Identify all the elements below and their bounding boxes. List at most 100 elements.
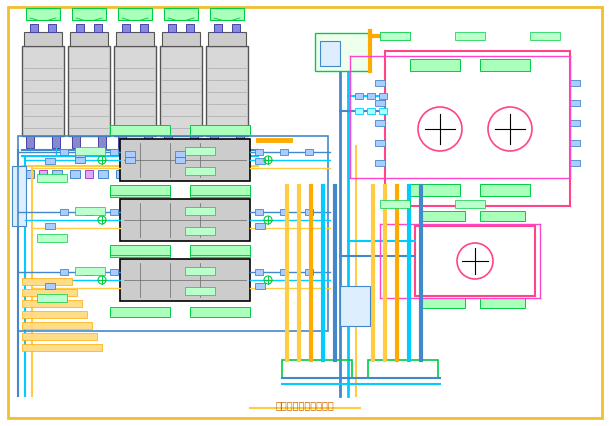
Bar [164,137,172,149]
Bar [160,47,202,137]
Bar [255,149,263,155]
Bar [162,33,200,47]
Bar [410,60,460,72]
Bar [190,186,250,196]
Bar [110,187,170,198]
Bar [75,268,105,275]
Bar [98,170,108,178]
Bar [118,9,152,21]
Bar [110,245,170,256]
Bar [164,9,198,21]
Bar [480,211,525,222]
Text: 制冷机房水系统原理图: 制冷机房水系统原理图 [276,399,334,409]
Bar [22,311,87,318]
Bar [375,121,385,127]
Bar [175,158,185,164]
Bar [131,170,139,178]
Bar [22,333,97,340]
Bar [208,33,246,47]
Bar [185,268,215,275]
Bar [37,234,67,242]
Bar [340,286,370,326]
Bar [110,209,118,215]
Bar [210,9,244,21]
Bar [305,209,313,215]
Ellipse shape [117,35,153,45]
Ellipse shape [25,35,61,45]
Bar [70,170,80,178]
Bar [410,184,460,196]
Bar [94,25,102,33]
Bar [24,33,62,47]
Bar [85,209,93,215]
Bar [375,101,385,107]
Bar [72,137,80,149]
Bar [110,186,170,196]
Bar [110,126,170,136]
Ellipse shape [209,35,245,45]
Bar [480,60,530,72]
Bar [52,137,60,149]
Bar [75,207,105,216]
Bar [375,141,385,147]
Bar [480,184,530,196]
Bar [116,170,126,178]
Bar [190,245,250,256]
Bar [223,170,231,178]
Bar [45,224,55,230]
Bar [380,201,410,208]
Bar [190,170,200,178]
Bar [144,137,152,149]
Bar [379,94,387,100]
Bar [570,81,580,87]
Bar [45,283,55,289]
Bar [162,170,172,178]
Bar [570,101,580,107]
Bar [355,94,363,100]
Bar [570,141,580,147]
Bar [185,148,215,155]
Bar [168,25,176,33]
Bar [190,248,250,257]
Bar [380,33,410,41]
Bar [85,269,93,275]
Bar [120,259,250,301]
Bar [120,140,250,181]
Bar [375,161,385,167]
Bar [37,294,67,302]
Bar [26,9,60,21]
Bar [75,158,85,164]
Bar [26,137,34,149]
Bar [70,33,108,47]
Ellipse shape [71,35,107,45]
Bar [236,137,244,149]
Bar [214,25,222,33]
Bar [420,298,465,308]
Bar [22,300,82,307]
Bar [72,9,106,21]
Bar [177,170,185,178]
Bar [255,224,265,230]
Bar [22,289,77,296]
Bar [120,199,250,242]
Bar [315,34,370,72]
Bar [185,287,215,295]
Bar [208,170,218,178]
Bar [367,109,375,115]
Bar [385,52,570,207]
Bar [48,25,56,33]
Bar [206,47,248,137]
Bar [118,137,126,149]
Bar [570,121,580,127]
Bar [37,175,67,183]
Bar [39,170,47,178]
Bar [185,227,215,236]
Bar [280,209,288,215]
Bar [282,360,352,378]
Bar [190,137,198,149]
Bar [480,298,525,308]
Bar [305,149,313,155]
Bar [415,227,535,296]
Bar [30,25,38,33]
Bar [110,269,118,275]
